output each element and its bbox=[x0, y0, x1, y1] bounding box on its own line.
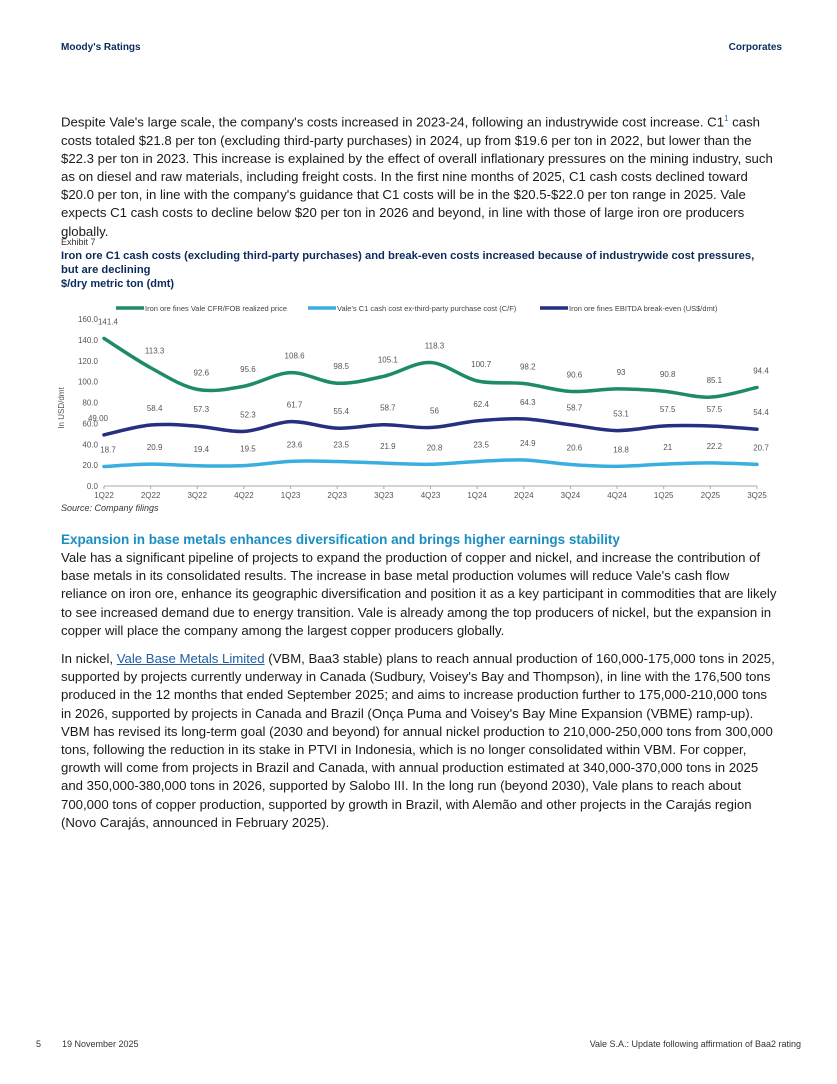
x-tick-label: 3Q24 bbox=[561, 491, 581, 500]
y-tick-label: 120.0 bbox=[78, 357, 99, 366]
page-number: 5 bbox=[36, 1039, 42, 1049]
x-tick-label: 2Q24 bbox=[514, 491, 534, 500]
data-label: 61.7 bbox=[287, 401, 303, 410]
data-label: 58.7 bbox=[380, 404, 396, 413]
x-tick-label: 3Q22 bbox=[187, 491, 207, 500]
header-section: Corporates bbox=[728, 42, 782, 53]
footer-doc-title: Vale S.A.: Update following affirmation … bbox=[589, 1039, 801, 1049]
data-label: 100.7 bbox=[471, 360, 492, 369]
x-tick-label: 1Q25 bbox=[654, 491, 674, 500]
section-heading: Expansion in base metals enhances divers… bbox=[61, 532, 620, 547]
legend-label: Iron ore fines Vale CFR/FOB realized pri… bbox=[145, 304, 287, 313]
y-tick-label: 40.0 bbox=[82, 440, 98, 449]
data-label: 95.6 bbox=[240, 365, 256, 374]
p2-text: In nickel, bbox=[61, 651, 117, 666]
y-tick-label: 0.0 bbox=[87, 482, 99, 491]
data-label: 57.5 bbox=[707, 405, 723, 414]
exhibit-unit: $/dry metric ton (dmt) bbox=[61, 278, 175, 290]
data-label: 141.4 bbox=[98, 317, 119, 326]
x-tick-label: 3Q25 bbox=[747, 491, 767, 500]
data-label: 58.7 bbox=[567, 404, 583, 413]
x-tick-label: 1Q23 bbox=[281, 491, 301, 500]
y-tick-label: 160.0 bbox=[78, 315, 99, 324]
intro-text-cont: cash costs totaled $21.8 per ton (exclud… bbox=[61, 114, 773, 239]
data-label: 24.9 bbox=[520, 439, 536, 448]
exhibit-title: Iron ore C1 cash costs (excluding third-… bbox=[61, 250, 755, 276]
data-label: 118.3 bbox=[425, 342, 445, 351]
series-line bbox=[102, 458, 759, 469]
data-label: 98.2 bbox=[520, 363, 536, 372]
data-label: 55.4 bbox=[333, 407, 349, 416]
y-tick-label: 140.0 bbox=[78, 336, 99, 345]
data-label: 105.1 bbox=[378, 355, 399, 364]
legend-label: Iron ore fines EBITDA break-even (US$/dm… bbox=[569, 304, 718, 313]
data-label: 21.9 bbox=[380, 442, 396, 451]
x-tick-label: 4Q22 bbox=[234, 491, 254, 500]
section-paragraph-2: In nickel, Vale Base Metals Limited (VBM… bbox=[61, 650, 779, 832]
x-tick-label: 2Q22 bbox=[141, 491, 161, 500]
x-tick-label: 4Q24 bbox=[607, 491, 627, 500]
data-label: 108.6 bbox=[285, 352, 306, 361]
data-label: 113.3 bbox=[145, 347, 165, 356]
intro-text: Despite Vale's large scale, the company'… bbox=[61, 114, 725, 130]
exhibit-source: Source: Company filings bbox=[61, 503, 159, 513]
data-label: 49.00 bbox=[88, 414, 109, 423]
data-label: 57.5 bbox=[660, 405, 676, 414]
y-tick-label: 80.0 bbox=[82, 399, 98, 408]
data-label: 20.6 bbox=[567, 443, 583, 452]
x-tick-label: 2Q25 bbox=[701, 491, 721, 500]
data-label: 20.7 bbox=[753, 443, 769, 452]
y-axis-label: In USD/dmt bbox=[57, 387, 66, 429]
data-label: 56 bbox=[430, 407, 439, 416]
intro-paragraph: Despite Vale's large scale, the company'… bbox=[61, 110, 779, 241]
exhibit-label: Exhibit 7 bbox=[61, 237, 96, 247]
data-label: 21 bbox=[663, 443, 672, 452]
data-label: 19.5 bbox=[240, 445, 256, 454]
data-label: 62.4 bbox=[473, 400, 489, 409]
footer-date: 19 November 2025 bbox=[62, 1039, 139, 1049]
data-label: 57.3 bbox=[193, 405, 209, 414]
data-label: 52.3 bbox=[240, 410, 256, 419]
x-tick-label: 3Q23 bbox=[374, 491, 394, 500]
data-label: 53.1 bbox=[613, 410, 629, 419]
line-chart: In USD/dmt 0.0 20.0 40.0 60.0 80.0 100.0 120.0… bbox=[57, 304, 769, 500]
data-label: 94.4 bbox=[753, 366, 769, 375]
x-tick-label: 4Q23 bbox=[421, 491, 441, 500]
data-label: 92.6 bbox=[193, 368, 209, 377]
y-tick-label: 20.0 bbox=[82, 461, 98, 470]
series-line bbox=[102, 416, 759, 437]
data-label: 23.6 bbox=[287, 440, 303, 449]
footnote-ref[interactable]: 1 bbox=[724, 114, 729, 123]
data-label: 64.3 bbox=[520, 398, 536, 407]
vale-base-metals-link[interactable]: Vale Base Metals Limited bbox=[116, 651, 265, 666]
legend-label: Vale's C1 cash cost ex-third-party purch… bbox=[337, 304, 517, 313]
x-tick-label: 1Q22 bbox=[94, 491, 114, 500]
data-label: 20.9 bbox=[147, 443, 163, 452]
data-label: 90.8 bbox=[660, 370, 676, 379]
data-label: 18.7 bbox=[100, 445, 116, 454]
data-label: 98.5 bbox=[333, 362, 349, 371]
x-tick-label: 2Q23 bbox=[327, 491, 347, 500]
data-label: 23.5 bbox=[473, 440, 489, 449]
data-label: 18.8 bbox=[613, 445, 629, 454]
y-tick-label: 60.0 bbox=[82, 419, 98, 428]
y-tick-label: 100.0 bbox=[78, 378, 99, 387]
data-label: 93 bbox=[617, 368, 626, 377]
header-brand: Moody's Ratings bbox=[61, 42, 141, 53]
data-label: 20.8 bbox=[427, 443, 443, 452]
data-label: 58.4 bbox=[147, 404, 163, 413]
x-tick-label: 1Q24 bbox=[467, 491, 487, 500]
section-paragraph-1: Vale has a significant pipeline of proje… bbox=[61, 550, 777, 638]
data-label: 85.1 bbox=[707, 376, 723, 385]
data-label: 23.5 bbox=[333, 440, 349, 449]
data-label: 22.2 bbox=[707, 442, 723, 451]
data-label: 54.4 bbox=[753, 408, 769, 417]
data-label: 90.6 bbox=[567, 370, 583, 379]
data-label: 19.4 bbox=[193, 445, 209, 454]
p2-text-cont: (VBM, Baa3 stable) plans to reach annual… bbox=[61, 651, 775, 830]
